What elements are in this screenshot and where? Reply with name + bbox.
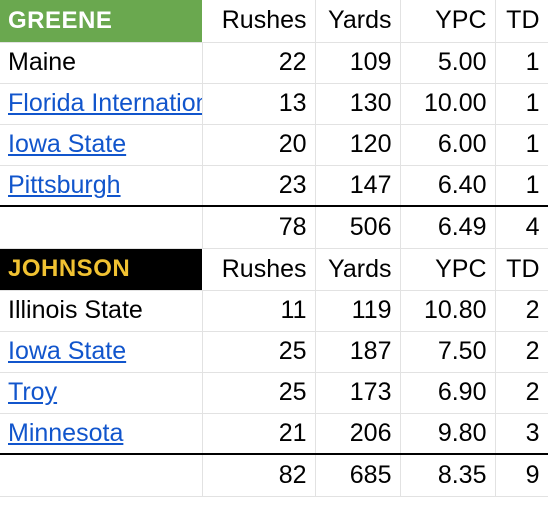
yards-cell[interactable]: 130 [315, 83, 401, 125]
header-ypc[interactable]: YPC [400, 248, 496, 291]
table-row: Pittsburgh 23 147 6.40 1 [0, 165, 548, 207]
total-rushes[interactable]: 82 [202, 453, 316, 497]
yards-cell[interactable]: 173 [315, 372, 401, 414]
td-cell[interactable]: 3 [495, 413, 548, 455]
johnson-totals-row: 82 685 8.35 9 [0, 453, 548, 497]
johnson-header-row: JOHNSON Rushes Yards YPC TD [0, 248, 548, 291]
rushes-cell[interactable]: 22 [202, 42, 316, 84]
header-yards[interactable]: Yards [315, 248, 401, 291]
header-ypc[interactable]: YPC [400, 0, 496, 43]
td-cell[interactable]: 2 [495, 331, 548, 373]
header-td[interactable]: TD [495, 248, 548, 291]
table-row: Iowa State 20 120 6.00 1 [0, 124, 548, 166]
yards-cell[interactable]: 120 [315, 124, 401, 166]
empty-cell[interactable] [0, 205, 203, 249]
greene-header-row: GREENE Rushes Yards YPC TD [0, 0, 548, 43]
ypc-cell[interactable]: 9.80 [400, 413, 496, 455]
table-row: Illinois State 11 119 10.80 2 [0, 290, 548, 332]
opponent-cell[interactable]: Illinois State [0, 290, 203, 332]
ypc-cell[interactable]: 5.00 [400, 42, 496, 84]
header-rushes[interactable]: Rushes [202, 248, 316, 291]
td-cell[interactable]: 1 [495, 124, 548, 166]
header-rushes[interactable]: Rushes [202, 0, 316, 43]
opponent-link[interactable]: Troy [0, 372, 203, 414]
total-ypc[interactable]: 8.35 [400, 453, 496, 497]
opponent-link[interactable]: Iowa State [0, 331, 203, 373]
rushes-cell[interactable]: 25 [202, 331, 316, 373]
yards-cell[interactable]: 147 [315, 165, 401, 207]
opponent-link[interactable]: Minnesota [0, 413, 203, 455]
rushes-cell[interactable]: 13 [202, 83, 316, 125]
td-cell[interactable]: 1 [495, 165, 548, 207]
ypc-cell[interactable]: 10.80 [400, 290, 496, 332]
empty-cell[interactable] [0, 453, 203, 497]
player-name-greene[interactable]: GREENE [0, 0, 202, 43]
td-cell[interactable]: 2 [495, 290, 548, 332]
table-row: Maine 22 109 5.00 1 [0, 42, 548, 84]
rushes-cell[interactable]: 21 [202, 413, 316, 455]
total-rushes[interactable]: 78 [202, 205, 316, 249]
table-row: Troy 25 173 6.90 2 [0, 372, 548, 414]
rushes-cell[interactable]: 23 [202, 165, 316, 207]
total-td[interactable]: 4 [495, 205, 548, 249]
td-cell[interactable]: 2 [495, 372, 548, 414]
total-yards[interactable]: 685 [315, 453, 401, 497]
opponent-link[interactable]: Pittsburgh [0, 165, 203, 207]
ypc-cell[interactable]: 7.50 [400, 331, 496, 373]
opponent-cell[interactable]: Maine [0, 42, 203, 84]
rushes-cell[interactable]: 11 [202, 290, 316, 332]
player-name-johnson[interactable]: JOHNSON [0, 248, 202, 291]
rushes-cell[interactable]: 25 [202, 372, 316, 414]
table-row: Florida International 13 130 10.00 1 [0, 83, 548, 125]
ypc-cell[interactable]: 6.40 [400, 165, 496, 207]
table-row: Minnesota 21 206 9.80 3 [0, 413, 548, 455]
yards-cell[interactable]: 206 [315, 413, 401, 455]
td-cell[interactable]: 1 [495, 42, 548, 84]
ypc-cell[interactable]: 6.90 [400, 372, 496, 414]
table-row: Iowa State 25 187 7.50 2 [0, 331, 548, 373]
yards-cell[interactable]: 119 [315, 290, 401, 332]
header-td[interactable]: TD [495, 0, 548, 43]
ypc-cell[interactable]: 6.00 [400, 124, 496, 166]
header-yards[interactable]: Yards [315, 0, 401, 43]
total-ypc[interactable]: 6.49 [400, 205, 496, 249]
yards-cell[interactable]: 187 [315, 331, 401, 373]
td-cell[interactable]: 1 [495, 83, 548, 125]
opponent-link[interactable]: Iowa State [0, 124, 203, 166]
greene-totals-row: 78 506 6.49 4 [0, 205, 548, 249]
total-yards[interactable]: 506 [315, 205, 401, 249]
rushes-cell[interactable]: 20 [202, 124, 316, 166]
ypc-cell[interactable]: 10.00 [400, 83, 496, 125]
opponent-link[interactable]: Florida International [0, 83, 203, 125]
total-td[interactable]: 9 [495, 453, 548, 497]
yards-cell[interactable]: 109 [315, 42, 401, 84]
